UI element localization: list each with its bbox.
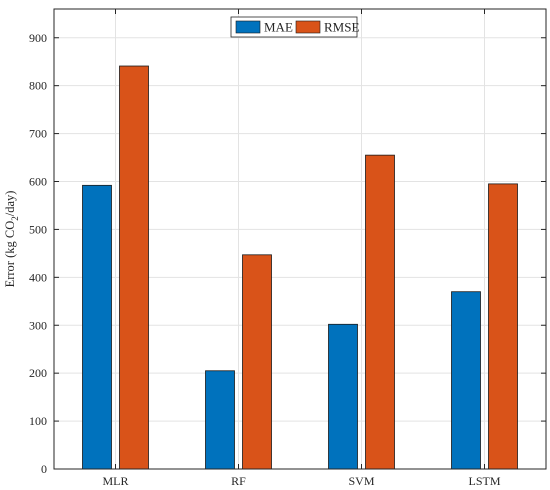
y-tick-label: 200 xyxy=(29,366,47,380)
y-tick-label: 100 xyxy=(29,414,47,428)
bars xyxy=(82,65,518,470)
y-tick-label: 500 xyxy=(29,222,47,236)
y-axis-label-suffix: /day) xyxy=(3,191,17,217)
bar-mae-lstm xyxy=(451,291,481,470)
bar-rmse-rf xyxy=(242,254,272,470)
y-tick-label: 700 xyxy=(29,127,47,141)
legend: MAE RMSE xyxy=(230,16,359,38)
legend-swatch-mae xyxy=(235,20,261,34)
x-tick-label: MLR xyxy=(102,474,128,488)
y-tick-label: 900 xyxy=(29,31,47,45)
plot-frame xyxy=(53,8,547,470)
legend-label-rmse: RMSE xyxy=(324,20,359,35)
x-tick-label: LSTM xyxy=(468,474,500,488)
bar-mae-rf xyxy=(205,370,235,470)
y-tick-label: 600 xyxy=(29,175,47,189)
y-tick-label: 800 xyxy=(29,79,47,93)
bar-mae-mlr xyxy=(82,184,112,470)
legend-swatch-rmse xyxy=(295,20,321,34)
y-axis-label-subscript: 2 xyxy=(10,216,20,221)
x-tick-label: RF xyxy=(231,474,246,488)
bar-mae-svm xyxy=(328,323,358,470)
y-axis-label-prefix: Error (kg CO xyxy=(3,221,17,288)
legend-label-mae: MAE xyxy=(264,20,293,35)
y-axis-label: Error (kg CO2/day) xyxy=(3,191,20,288)
y-tick-label: 0 xyxy=(41,462,47,476)
y-axis-ticks: 0 100 200 300 400 500 600 700 800 900 xyxy=(29,31,546,476)
y-tick-label: 400 xyxy=(29,270,47,284)
x-axis-ticks: MLR RF SVM LSTM xyxy=(102,9,501,488)
legend-box xyxy=(230,16,358,38)
bar-rmse-svm xyxy=(365,154,395,470)
y-tick-label: 300 xyxy=(29,318,47,332)
x-tick-label: SVM xyxy=(348,474,374,488)
bar-rmse-lstm xyxy=(488,183,518,470)
bar-rmse-mlr xyxy=(119,65,149,470)
